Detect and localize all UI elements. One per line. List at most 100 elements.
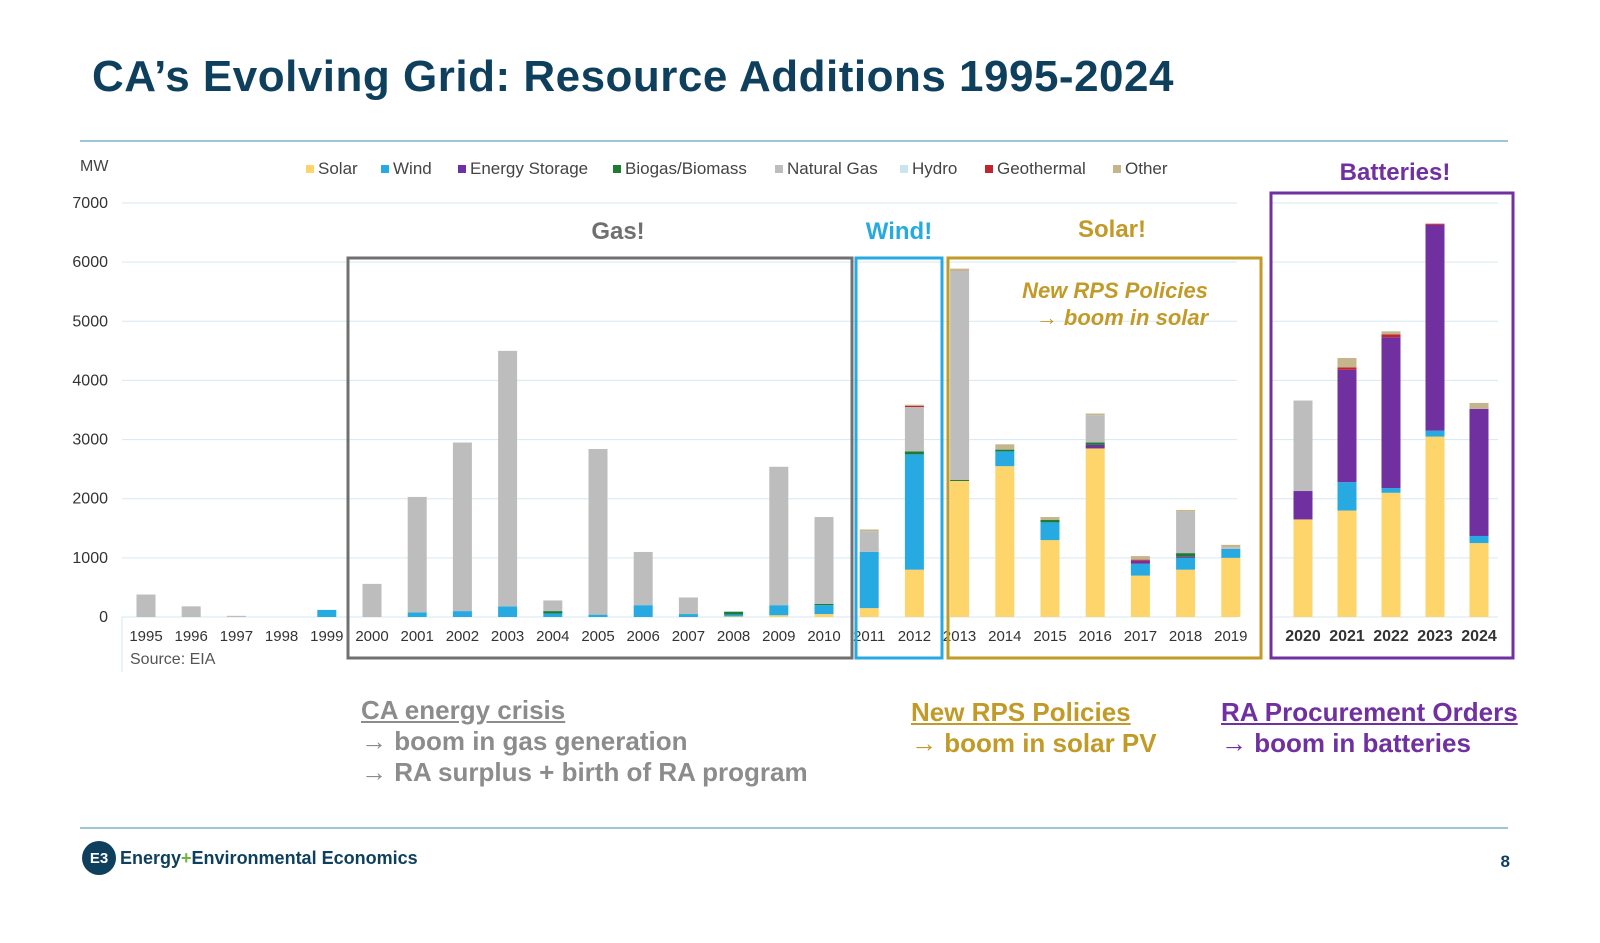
bar-segment xyxy=(769,615,789,617)
x-tick-label: 2002 xyxy=(446,628,479,645)
bar-segment xyxy=(407,612,427,617)
y-tick-label: 6000 xyxy=(72,254,108,271)
legend-label: Other xyxy=(1125,159,1168,178)
bar-segment xyxy=(543,611,563,614)
page-number: 8 xyxy=(1500,852,1510,871)
legend-swatch xyxy=(381,165,389,173)
top-divider xyxy=(80,140,1508,142)
bar-segment xyxy=(1337,510,1357,617)
gridlines xyxy=(121,202,1498,672)
highlight-box xyxy=(346,256,854,660)
bar-segment xyxy=(1176,511,1196,554)
company-name-a: Energy xyxy=(120,848,182,868)
highlight-note: → boom in solar xyxy=(1036,305,1210,330)
e3-logo-icon: E3 xyxy=(82,841,116,875)
highlight-label: Gas! xyxy=(591,218,644,245)
gas-annotation: CA energy crisis → boom in gas generatio… xyxy=(361,695,808,788)
bar-segment xyxy=(904,407,924,452)
legend-swatch xyxy=(900,165,908,173)
highlight-label: Solar! xyxy=(1078,216,1146,243)
bar-segment xyxy=(1425,430,1445,437)
gas-annotation-line2: → RA surplus + birth of RA program xyxy=(361,757,808,787)
x-tick-label: 2017 xyxy=(1124,628,1157,645)
x-tick-label: 2021 xyxy=(1329,628,1365,645)
bar-segment xyxy=(1337,482,1357,511)
bar-segment xyxy=(1381,334,1401,338)
legend-swatch xyxy=(1113,165,1121,173)
x-tick-label: 2008 xyxy=(717,628,750,645)
bar-segment xyxy=(1293,519,1313,617)
y-axis: 0 1000 2000 3000 4000 5000 6000 7000 xyxy=(72,195,108,626)
x-tick-label: 2013 xyxy=(943,628,976,645)
bar-segment xyxy=(678,614,698,617)
solar-annotation-head: New RPS Policies xyxy=(911,697,1131,727)
bar-segment xyxy=(498,606,518,617)
x-tick-label: 2016 xyxy=(1079,628,1112,645)
bar-segment xyxy=(1040,520,1060,523)
bar-segment xyxy=(1085,415,1105,443)
x-tick-label: 2022 xyxy=(1373,628,1409,645)
bar-segment xyxy=(814,605,834,615)
bar-segment xyxy=(1130,563,1150,576)
bar-segment xyxy=(1176,557,1196,570)
bar-segment xyxy=(543,600,563,612)
bar-segment xyxy=(769,605,789,616)
bar-segment xyxy=(1130,556,1150,560)
bar-segment xyxy=(1221,548,1241,558)
source-note: Source: EIA xyxy=(130,651,216,668)
x-tick-label: 2020 xyxy=(1285,628,1321,645)
x-tick-label: 2007 xyxy=(672,628,705,645)
legend-swatch xyxy=(458,165,466,173)
y-tick-label: 4000 xyxy=(72,372,108,389)
x-tick-label: 1998 xyxy=(265,628,298,645)
bar-segment xyxy=(859,529,879,532)
bar-segment xyxy=(814,603,834,606)
legend-label: Wind xyxy=(393,159,432,178)
bar-segment xyxy=(1085,444,1105,449)
bar-segment xyxy=(1337,357,1357,368)
x-tick-label: 2011 xyxy=(853,628,885,645)
highlight-label: Wind! xyxy=(866,218,932,245)
legend-label: Solar xyxy=(318,159,358,178)
bar-segment xyxy=(1425,223,1445,225)
y-tick-label: 0 xyxy=(99,609,108,626)
x-tick-label: 2003 xyxy=(491,628,524,645)
bar-segment xyxy=(1040,517,1060,521)
legend-swatch xyxy=(985,165,993,173)
x-tick-label: 2015 xyxy=(1033,628,1066,645)
x-tick-label: 1996 xyxy=(175,628,208,645)
bar-segment xyxy=(1221,547,1241,549)
x-tick-label: 2014 xyxy=(988,628,1021,645)
bar-segment xyxy=(1469,535,1489,544)
x-tick-label: 2024 xyxy=(1461,628,1497,645)
gas-annotation-head: CA energy crisis xyxy=(361,695,566,725)
bar-segment xyxy=(1425,224,1445,431)
x-tick-label: 2018 xyxy=(1169,628,1202,645)
battery-annotation-head: RA Procurement Orders xyxy=(1221,697,1518,727)
bar-segment xyxy=(588,449,608,615)
y-axis-label: MW xyxy=(80,158,109,175)
gas-annotation-line1: → boom in gas generation xyxy=(361,726,688,756)
bar-segment xyxy=(1381,331,1401,335)
company-name-plus: + xyxy=(181,848,192,868)
y-tick-label: 3000 xyxy=(72,432,108,449)
bar-segment xyxy=(950,271,970,480)
x-tick-label: 2009 xyxy=(762,628,795,645)
bar-segment xyxy=(859,608,879,617)
bar-segment xyxy=(814,517,834,604)
bar-segment xyxy=(1221,557,1241,617)
bar-segment xyxy=(1176,556,1196,558)
bar-segment xyxy=(1337,367,1357,370)
bar-segment xyxy=(950,480,970,617)
bar-segment xyxy=(452,442,472,612)
x-tick-label: 2000 xyxy=(355,628,388,645)
legend-label: Geothermal xyxy=(997,159,1086,178)
bar-segment xyxy=(1381,492,1401,617)
bar-segment xyxy=(995,451,1015,467)
bar-segment xyxy=(1176,553,1196,557)
bar-segment xyxy=(859,531,879,552)
bar-segment xyxy=(1085,413,1105,416)
page-title: CA’s Evolving Grid: Resource Additions 1… xyxy=(92,52,1174,101)
x-tick-label: 2004 xyxy=(536,628,569,645)
bar-segment xyxy=(1130,559,1150,561)
